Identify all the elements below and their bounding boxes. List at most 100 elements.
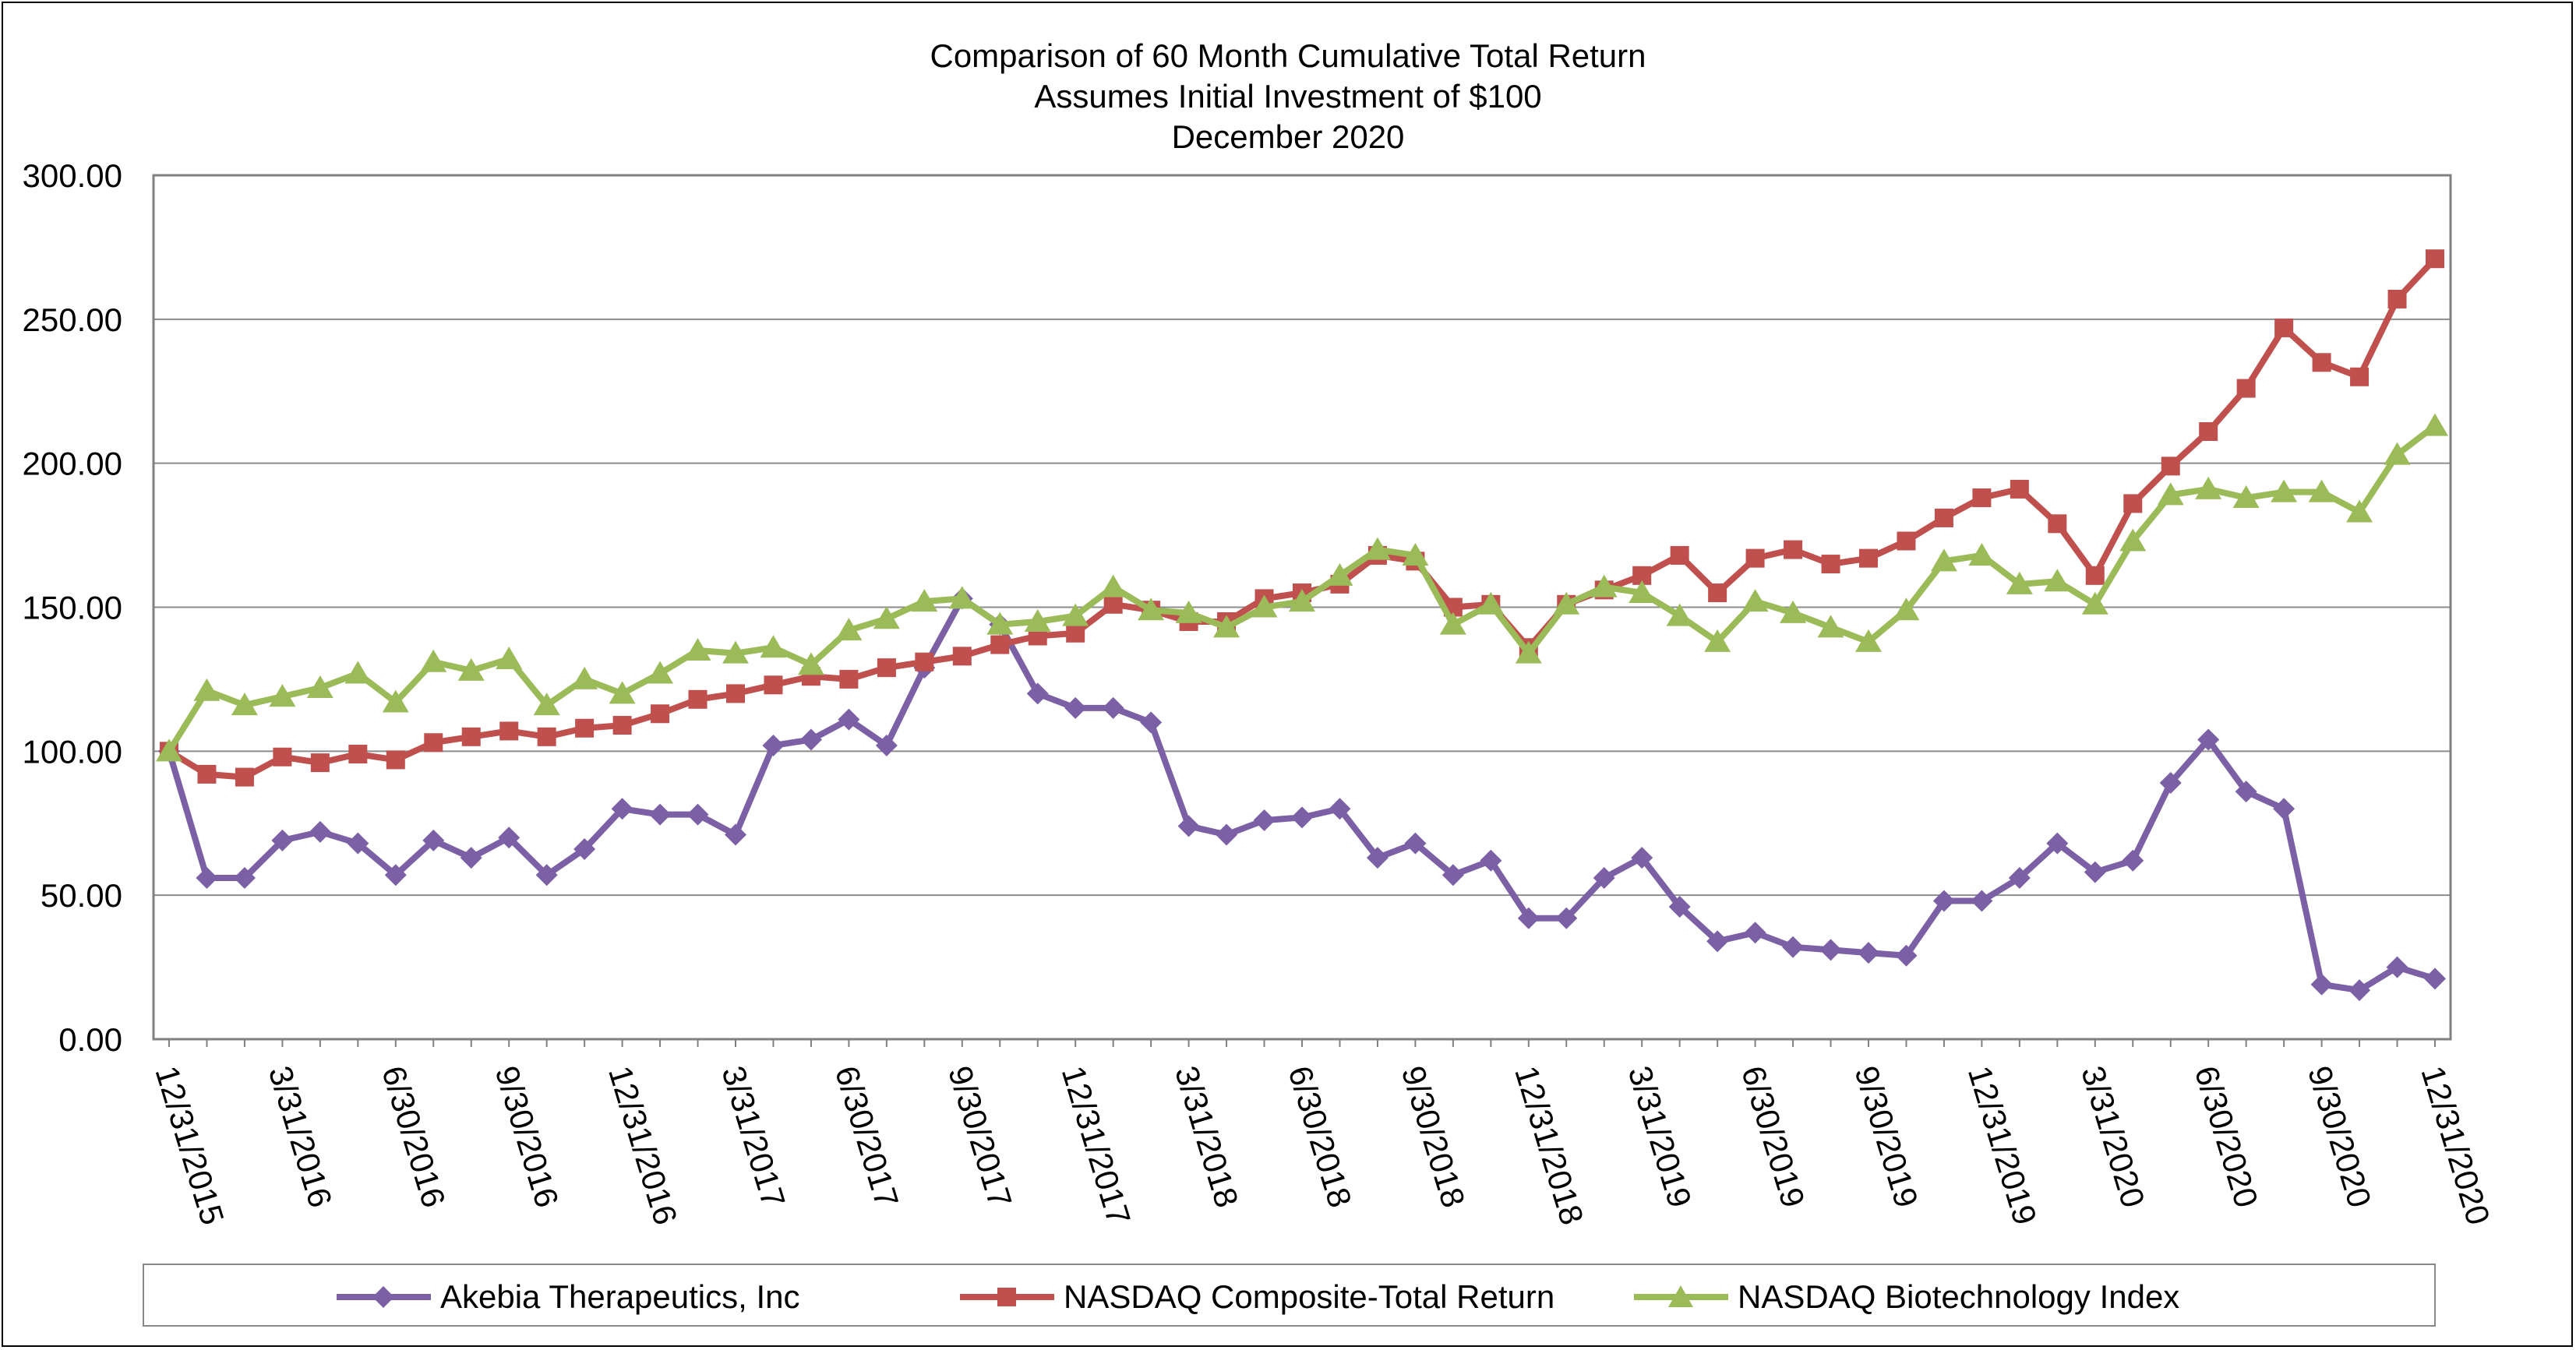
data-point-diamond: [1442, 864, 1464, 886]
data-point-diamond: [384, 864, 407, 886]
data-point-triangle: [1553, 591, 1580, 615]
data-point-diamond: [1102, 696, 1124, 719]
x-tick-label: 12/31/2018: [1508, 1062, 1590, 1229]
data-point-square: [915, 652, 934, 671]
data-point-square: [688, 689, 708, 709]
data-point-triangle: [2119, 528, 2147, 552]
data-point-triangle: [1855, 629, 1882, 652]
data-point-triangle: [2232, 485, 2260, 509]
data-point-triangle: [1138, 597, 1165, 621]
legend-item-nasdaq-biotech: NASDAQ Biotechnology Index: [1632, 1265, 2179, 1328]
data-point-square: [2274, 318, 2294, 337]
x-tick-label: 12/31/2019: [1961, 1062, 2044, 1229]
data-point-square: [612, 716, 632, 735]
x-tick-label: 12/31/2015: [148, 1062, 231, 1229]
legend-label-nasdaq-composite: NASDAQ Composite-Total Return: [1064, 1278, 1555, 1315]
data-point-square: [2350, 367, 2370, 386]
data-point-triangle: [571, 666, 598, 689]
data-point-diamond: [611, 798, 633, 820]
data-point-diamond: [875, 734, 898, 756]
data-point-diamond: [2008, 866, 2031, 889]
data-point-triangle: [684, 637, 711, 661]
data-point-square: [1784, 540, 1803, 559]
data-point-diamond: [1555, 907, 1578, 929]
data-point-triangle: [306, 675, 333, 699]
data-point-triangle: [1704, 629, 1731, 652]
data-point-triangle: [496, 647, 523, 670]
data-point-diamond: [2310, 973, 2333, 996]
y-tick-label: 250.00: [23, 301, 122, 338]
data-point-triangle: [1893, 597, 1920, 621]
data-point-triangle: [1817, 615, 1844, 638]
data-point-diamond: [762, 734, 785, 756]
data-point-triangle: [269, 684, 296, 707]
data-point-diamond: [498, 827, 520, 849]
data-point-triangle: [2308, 479, 2335, 502]
data-point-diamond: [2122, 849, 2144, 872]
data-point-triangle: [2157, 482, 2184, 506]
legend-item-akebia: Akebia Therapeutics, Inc: [335, 1265, 800, 1328]
data-point-square: [537, 727, 556, 746]
data-point-triangle: [2346, 499, 2373, 523]
data-point-square: [1821, 555, 1840, 574]
data-point-diamond: [1216, 823, 1238, 846]
data-point-square: [2048, 514, 2067, 534]
data-point-square: [839, 669, 859, 689]
x-tick-label: 9/30/2016: [489, 1062, 566, 1211]
data-point-diamond: [1706, 930, 1729, 953]
data-point-triangle: [1439, 612, 1466, 635]
data-point-triangle: [2271, 479, 2298, 502]
y-tick-label: 0.00: [58, 1021, 122, 1058]
y-tick-label: 50.00: [41, 877, 122, 914]
legend: Akebia Therapeutics, Inc NASDAQ Composit…: [143, 1264, 2436, 1327]
x-tick-label: 6/30/2016: [375, 1062, 453, 1211]
data-point-diamond: [1744, 922, 1766, 944]
x-tick-label: 12/31/2017: [1055, 1062, 1138, 1229]
data-point-square: [2085, 566, 2105, 585]
data-point-diamond: [2386, 956, 2408, 978]
x-tick-label: 3/31/2019: [1621, 1062, 1699, 1211]
data-point-square: [348, 745, 368, 764]
data-point-diamond: [649, 803, 672, 826]
data-point-square: [499, 721, 519, 741]
data-point-square: [1934, 508, 1953, 527]
data-point-triangle: [1289, 589, 1315, 612]
chart-title-line-2: Assumes Initial Investment of $100: [1034, 78, 1542, 115]
data-point-triangle: [948, 586, 976, 609]
data-point-diamond: [1140, 711, 1163, 734]
x-tick-label: 3/31/2020: [2074, 1062, 2152, 1211]
data-point-triangle: [1515, 640, 1542, 664]
chart-title-line-3: December 2020: [1171, 118, 1405, 155]
data-point-square: [990, 635, 1010, 654]
data-point-square: [2426, 249, 2444, 269]
data-point-triangle: [1402, 542, 1429, 566]
data-point-square: [424, 733, 443, 753]
data-point-diamond: [347, 832, 369, 855]
data-point-square: [1897, 531, 1916, 551]
data-point-triangle: [533, 693, 560, 716]
data-point-square: [461, 727, 481, 746]
data-point-square: [2199, 422, 2218, 442]
data-point-triangle: [1629, 580, 1656, 604]
data-point-diamond: [1291, 806, 1313, 829]
data-point-triangle: [382, 689, 409, 713]
data-point-square: [726, 684, 745, 703]
data-point-square: [1708, 583, 1727, 603]
data-point-diamond: [1858, 942, 1879, 964]
data-point-diamond: [1593, 866, 1615, 889]
data-point-diamond: [535, 864, 558, 886]
data-point-square: [386, 750, 405, 770]
x-tick-label: 12/31/2016: [602, 1062, 684, 1229]
data-point-diamond: [2197, 728, 2220, 751]
data-point-triangle: [2195, 476, 2222, 499]
legend-item-nasdaq-composite: NASDAQ Composite-Total Return: [958, 1265, 1554, 1328]
data-point-triangle: [1930, 548, 1957, 572]
data-point-triangle: [1213, 615, 1240, 638]
data-point-square: [952, 647, 972, 666]
data-point-triangle: [1062, 603, 1089, 626]
data-point-square: [2123, 494, 2143, 513]
data-point-diamond: [1177, 815, 1200, 837]
data-point-square: [2236, 379, 2256, 398]
data-point-triangle: [797, 652, 824, 675]
